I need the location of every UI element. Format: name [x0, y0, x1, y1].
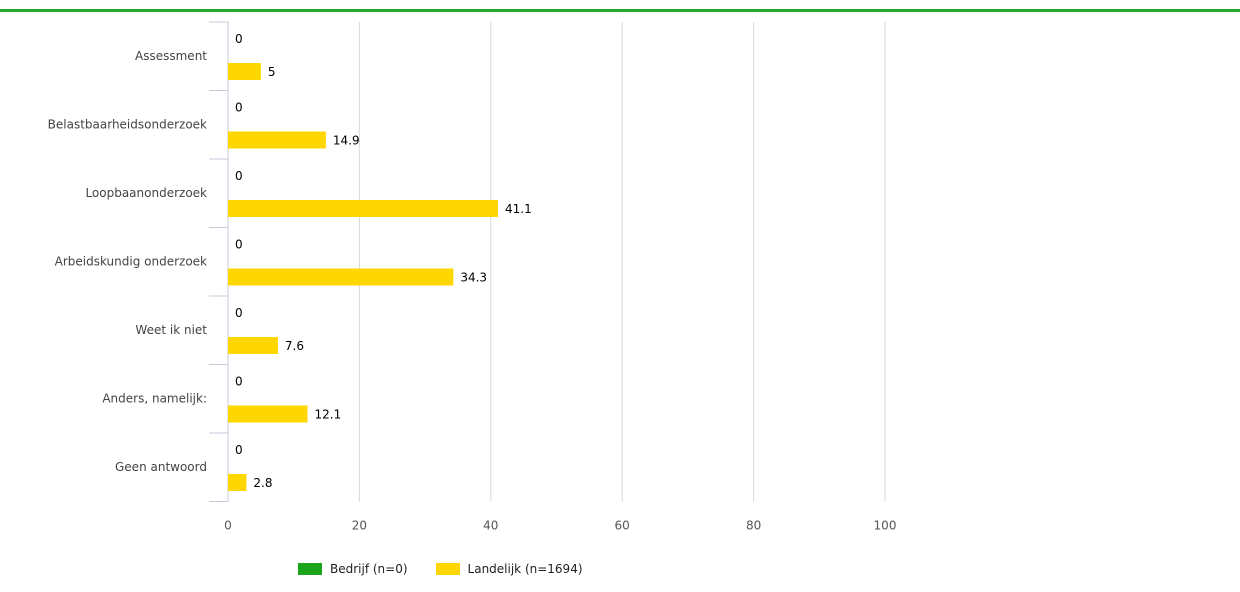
- x-tick-label: 100: [874, 519, 897, 533]
- category-label: Anders, namelijk:: [102, 392, 207, 406]
- bar[interactable]: [228, 131, 326, 149]
- legend-swatch-bedrijf: [298, 563, 322, 575]
- legend-swatch-landelijk: [435, 563, 460, 575]
- legend-item-landelijk[interactable]: Landelijk (n=1694): [435, 562, 583, 576]
- header-divider: [0, 9, 1240, 12]
- bar-value-label: 7.6: [285, 339, 304, 353]
- bar-value-label: 0: [235, 101, 243, 115]
- bar[interactable]: [228, 200, 499, 217]
- category-label: Belastbaarheidsonderzoek: [48, 118, 207, 132]
- bar-value-label: 5: [268, 65, 276, 79]
- bar-value-label: 0: [235, 238, 243, 252]
- bar-value-label: 0: [235, 169, 243, 183]
- category-label: Assessment: [135, 49, 207, 63]
- bar-value-label: 41.1: [505, 202, 532, 216]
- bar[interactable]: [228, 474, 247, 491]
- bar-value-label: 34.3: [460, 271, 487, 285]
- bar[interactable]: [228, 63, 261, 80]
- bar-value-label: 0: [235, 306, 243, 320]
- bar-value-label: 12.1: [314, 408, 341, 422]
- legend-label-bedrijf: Bedrijf (n=0): [330, 562, 408, 576]
- x-tick-label: 40: [483, 519, 498, 533]
- category-label: Geen antwoord: [115, 460, 207, 474]
- category-label: Arbeidskundig onderzoek: [55, 255, 207, 269]
- bar[interactable]: [228, 268, 454, 286]
- bar-value-label: 2.8: [253, 476, 272, 490]
- legend-item-bedrijf[interactable]: Bedrijf (n=0): [298, 562, 408, 576]
- bar[interactable]: [228, 337, 278, 354]
- category-label: Loopbaanonderzoek: [85, 186, 207, 200]
- bar-value-label: 14.9: [333, 134, 360, 148]
- bar-value-label: 0: [235, 32, 243, 46]
- legend: Bedrijf (n=0) Landelijk (n=1694): [298, 562, 611, 576]
- bar-value-label: 0: [235, 443, 243, 457]
- bar[interactable]: [228, 405, 308, 423]
- x-tick-label: 0: [224, 519, 232, 533]
- x-tick-label: 60: [615, 519, 630, 533]
- x-tick-label: 20: [352, 519, 367, 533]
- bar-value-label: 0: [235, 375, 243, 389]
- legend-label-landelijk: Landelijk (n=1694): [467, 562, 583, 576]
- x-tick-label: 80: [746, 519, 761, 533]
- category-label: Weet ik niet: [135, 323, 207, 337]
